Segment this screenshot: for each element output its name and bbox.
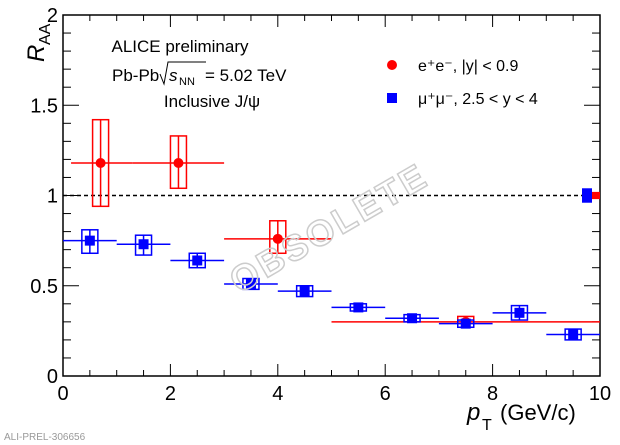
- y-axis-label: R: [23, 45, 50, 62]
- x-tick-label: 4: [272, 383, 283, 405]
- x-tick-label: 8: [487, 383, 498, 405]
- data-point: [514, 307, 525, 318]
- system-label: Pb-Pb: [112, 66, 159, 85]
- data-point: [568, 329, 579, 340]
- x-tick-label: 10: [589, 383, 611, 405]
- y-tick-label: 1: [47, 186, 58, 208]
- legend-label-ee: e⁺e⁻, |y| < 0.9: [418, 58, 518, 75]
- y-tick-label: 2: [47, 5, 58, 27]
- data-point: [272, 233, 283, 244]
- sqrt-icon: [159, 61, 206, 86]
- x-tick-label: 6: [380, 383, 391, 405]
- y-tick-label: 1.5: [30, 95, 58, 117]
- title-line-1: ALICE preliminary: [112, 37, 249, 56]
- energy-label: = 5.02 TeV: [205, 66, 287, 85]
- data-point: [407, 313, 418, 324]
- data-point: [138, 239, 149, 250]
- x-axis-label-sub: T: [482, 417, 492, 434]
- legend-marker-mumu: [387, 93, 397, 103]
- title-line-3: Inclusive J/ψ: [164, 92, 260, 111]
- data-point: [192, 255, 203, 266]
- sqrt-s-sub: NN: [179, 76, 195, 88]
- y-tick-label: 0.5: [30, 276, 58, 298]
- x-axis-unit: (GeV/c): [500, 400, 576, 425]
- data-point: [95, 158, 106, 169]
- y-axis-title: R AA: [23, 23, 54, 62]
- x-axis-title: p T (GeV/c): [466, 399, 576, 434]
- data-point: [353, 302, 364, 313]
- x-tick-label: 0: [57, 383, 68, 405]
- data-point: [299, 286, 310, 297]
- legend: e⁺e⁻, |y| < 0.9 μ⁺μ⁻, 2.5 < y < 4: [387, 58, 538, 108]
- watermark: OBSOLETE: [222, 155, 435, 302]
- footer-id: ALI-PREL-306656: [4, 432, 86, 443]
- y-tick-label: 0: [47, 366, 58, 388]
- global-uncertainty-box: [590, 191, 600, 200]
- data-point: [173, 158, 184, 169]
- legend-label-mumu: μ⁺μ⁻, 2.5 < y < 4: [418, 91, 538, 108]
- y-axis-label-sub: AA: [37, 23, 54, 45]
- global-uncertainty-box: [582, 188, 592, 203]
- legend-marker-ee: [387, 60, 397, 70]
- x-tick-label: 2: [165, 383, 176, 405]
- data-point: [245, 278, 256, 289]
- data-point: [460, 318, 471, 329]
- x-axis-label: p: [466, 399, 480, 426]
- title-line-2: Pb-Pb s NN = 5.02 TeV: [112, 61, 287, 88]
- sqrt-s: s: [169, 66, 178, 85]
- data-point: [84, 235, 95, 246]
